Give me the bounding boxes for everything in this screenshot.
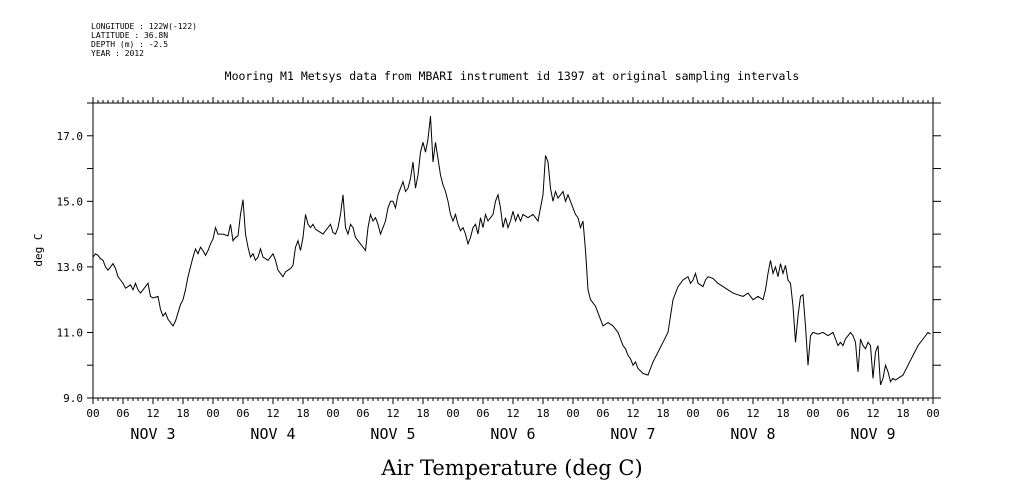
x-day-label: NOV 4 <box>250 425 295 443</box>
longitude-label: LONGITUDE : 122W(-122) <box>91 22 197 31</box>
x-tick-label: 06 <box>476 407 489 420</box>
x-tick-label: 18 <box>776 407 789 420</box>
tick-marks <box>87 97 941 404</box>
x-tick-label: 18 <box>656 407 669 420</box>
x-tick-label: 00 <box>86 407 99 420</box>
x-tick-label: 06 <box>716 407 729 420</box>
y-tick-label: 15.0 <box>57 195 84 208</box>
x-tick-label: 00 <box>326 407 339 420</box>
x-day-label: NOV 8 <box>730 425 775 443</box>
x-tick-label: 12 <box>626 407 639 420</box>
depth-label: DEPTH (m) : -2.5 <box>91 40 168 49</box>
x-tick-label: 06 <box>236 407 249 420</box>
series-line-air-temperature <box>92 116 931 386</box>
y-axis-label: deg C <box>32 233 45 266</box>
x-day-labels: NOV 3 NOV 4 NOV 5 NOV 6 NOV 7 NOV 8 NOV 9 <box>130 425 895 443</box>
latitude-label: LATITUDE : 36.8N <box>91 31 168 40</box>
x-day-label: NOV 6 <box>490 425 535 443</box>
x-tick-label: 06 <box>596 407 609 420</box>
x-day-label: NOV 3 <box>130 425 175 443</box>
x-tick-label: 18 <box>296 407 309 420</box>
x-day-label: NOV 9 <box>850 425 895 443</box>
x-hour-labels: 00 06 12 18 00 06 12 18 00 06 12 18 00 06 12 18 00 06 12 18… <box>86 407 939 420</box>
x-tick-label: 18 <box>416 407 429 420</box>
x-tick-label: 06 <box>356 407 369 420</box>
x-tick-label: 18 <box>176 407 189 420</box>
x-day-label: NOV 7 <box>610 425 655 443</box>
x-tick-label: 12 <box>146 407 159 420</box>
x-tick-label: 00 <box>686 407 699 420</box>
x-tick-label: 12 <box>506 407 519 420</box>
x-tick-label: 00 <box>206 407 219 420</box>
x-tick-label: 12 <box>746 407 759 420</box>
x-day-label: NOV 5 <box>370 425 415 443</box>
year-label: YEAR : 2012 <box>91 49 144 58</box>
y-tick-label: 13.0 <box>57 261 84 274</box>
x-tick-label: 18 <box>536 407 549 420</box>
x-tick-label: 00 <box>446 407 459 420</box>
x-tick-label: 06 <box>836 407 849 420</box>
x-tick-label: 12 <box>866 407 879 420</box>
x-axis-title: Air Temperature (deg C) <box>380 456 642 480</box>
x-tick-label: 00 <box>806 407 819 420</box>
x-tick-label: 12 <box>386 407 399 420</box>
x-tick-label: 06 <box>116 407 129 420</box>
x-tick-label: 00 <box>566 407 579 420</box>
y-tick-label: 17.0 <box>57 130 84 143</box>
x-tick-label: 00 <box>926 407 939 420</box>
y-tick-labels: 9.0 11.0 13.0 15.0 17.0 <box>57 130 84 405</box>
y-tick-label: 9.0 <box>63 392 83 405</box>
x-tick-label: 12 <box>266 407 279 420</box>
y-tick-label: 11.0 <box>57 326 84 339</box>
chart-title: Mooring M1 Metsys data from MBARI instru… <box>225 69 800 83</box>
x-tick-label: 18 <box>896 407 909 420</box>
